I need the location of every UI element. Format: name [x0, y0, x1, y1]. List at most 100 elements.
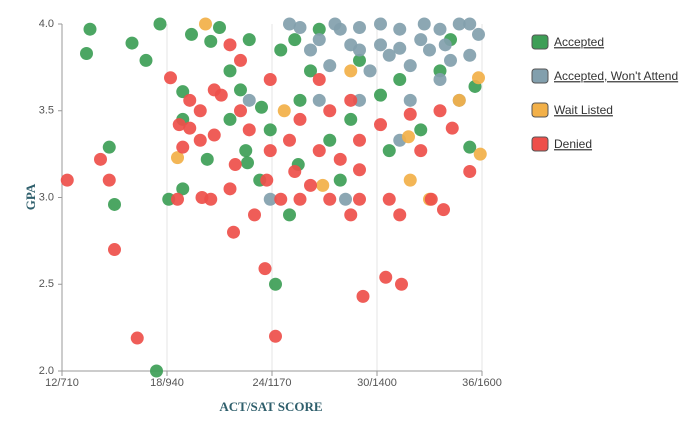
point: [223, 112, 237, 126]
point: [83, 22, 97, 36]
y-tick-label: 4.0: [39, 18, 54, 30]
point: [323, 59, 337, 73]
point: [438, 38, 452, 52]
point: [353, 133, 366, 147]
legend-label[interactable]: Accepted: [554, 35, 604, 49]
point: [277, 104, 291, 118]
point: [204, 192, 218, 206]
point: [393, 208, 407, 222]
point: [304, 43, 317, 57]
x-tick-label: 30/1400: [357, 377, 397, 389]
legend-label[interactable]: Accepted, Won't Attend: [554, 69, 678, 83]
point: [414, 33, 428, 47]
point: [382, 48, 396, 62]
point: [228, 158, 242, 172]
point: [417, 17, 431, 31]
point: [403, 173, 417, 187]
point: [171, 151, 184, 165]
point: [242, 33, 256, 47]
point: [234, 53, 247, 67]
point: [402, 130, 415, 144]
point: [312, 93, 326, 107]
point: [258, 262, 272, 276]
point: [356, 289, 370, 303]
point: [316, 178, 330, 192]
point: [473, 147, 487, 161]
point: [283, 133, 296, 147]
legend-swatch[interactable]: [531, 34, 549, 50]
point: [274, 43, 288, 57]
point: [234, 104, 247, 118]
point: [150, 364, 163, 378]
y-tick-label: 2.5: [39, 278, 54, 290]
point: [199, 17, 212, 31]
point: [183, 121, 197, 135]
point: [176, 182, 190, 196]
point: [263, 144, 277, 158]
point: [353, 53, 366, 67]
point: [260, 173, 274, 187]
point: [153, 17, 167, 31]
point: [164, 71, 177, 85]
point: [288, 164, 302, 178]
point: [445, 121, 459, 135]
point: [414, 144, 428, 158]
point: [463, 164, 477, 178]
legend-label[interactable]: Denied: [554, 137, 592, 151]
point: [223, 64, 237, 78]
point: [304, 64, 317, 78]
point: [452, 93, 466, 107]
point: [374, 17, 387, 31]
legend-swatch[interactable]: [531, 136, 549, 152]
point: [374, 88, 387, 102]
x-tick-label: 12/710: [45, 377, 79, 389]
point: [248, 208, 261, 222]
legend-swatch[interactable]: [531, 68, 549, 84]
point: [463, 17, 477, 31]
point: [269, 329, 282, 343]
point: [185, 27, 198, 41]
legend-swatch[interactable]: [531, 102, 549, 118]
point: [403, 59, 417, 73]
point: [328, 17, 342, 31]
point: [353, 20, 366, 34]
point: [312, 73, 326, 87]
point: [94, 152, 107, 166]
point: [393, 73, 407, 87]
point: [353, 192, 366, 206]
x-tick-label: 24/1170: [253, 377, 292, 389]
point: [339, 192, 352, 206]
x-axis-title: ACT/SAT SCORE: [219, 399, 322, 414]
point: [403, 93, 417, 107]
legend-label[interactable]: Wait Listed: [554, 103, 613, 117]
point: [263, 123, 277, 137]
point: [382, 144, 396, 158]
point: [423, 43, 436, 57]
point: [213, 20, 226, 34]
point: [323, 104, 337, 118]
point: [172, 118, 186, 132]
point: [304, 178, 317, 192]
point: [223, 182, 237, 196]
point: [293, 93, 307, 107]
point: [312, 33, 326, 47]
point: [379, 270, 393, 284]
point: [171, 192, 184, 206]
point: [344, 93, 358, 107]
point: [193, 104, 207, 118]
point: [424, 192, 438, 206]
y-axis-title: GPA: [23, 183, 38, 210]
point: [60, 173, 74, 187]
point: [463, 140, 477, 154]
point: [183, 93, 197, 107]
point: [323, 192, 337, 206]
point: [452, 17, 466, 31]
point: [263, 192, 277, 206]
point: [239, 144, 253, 158]
point: [463, 48, 477, 62]
point: [242, 93, 256, 107]
point: [472, 71, 485, 85]
point: [333, 173, 347, 187]
point: [108, 197, 121, 211]
point: [433, 22, 447, 36]
